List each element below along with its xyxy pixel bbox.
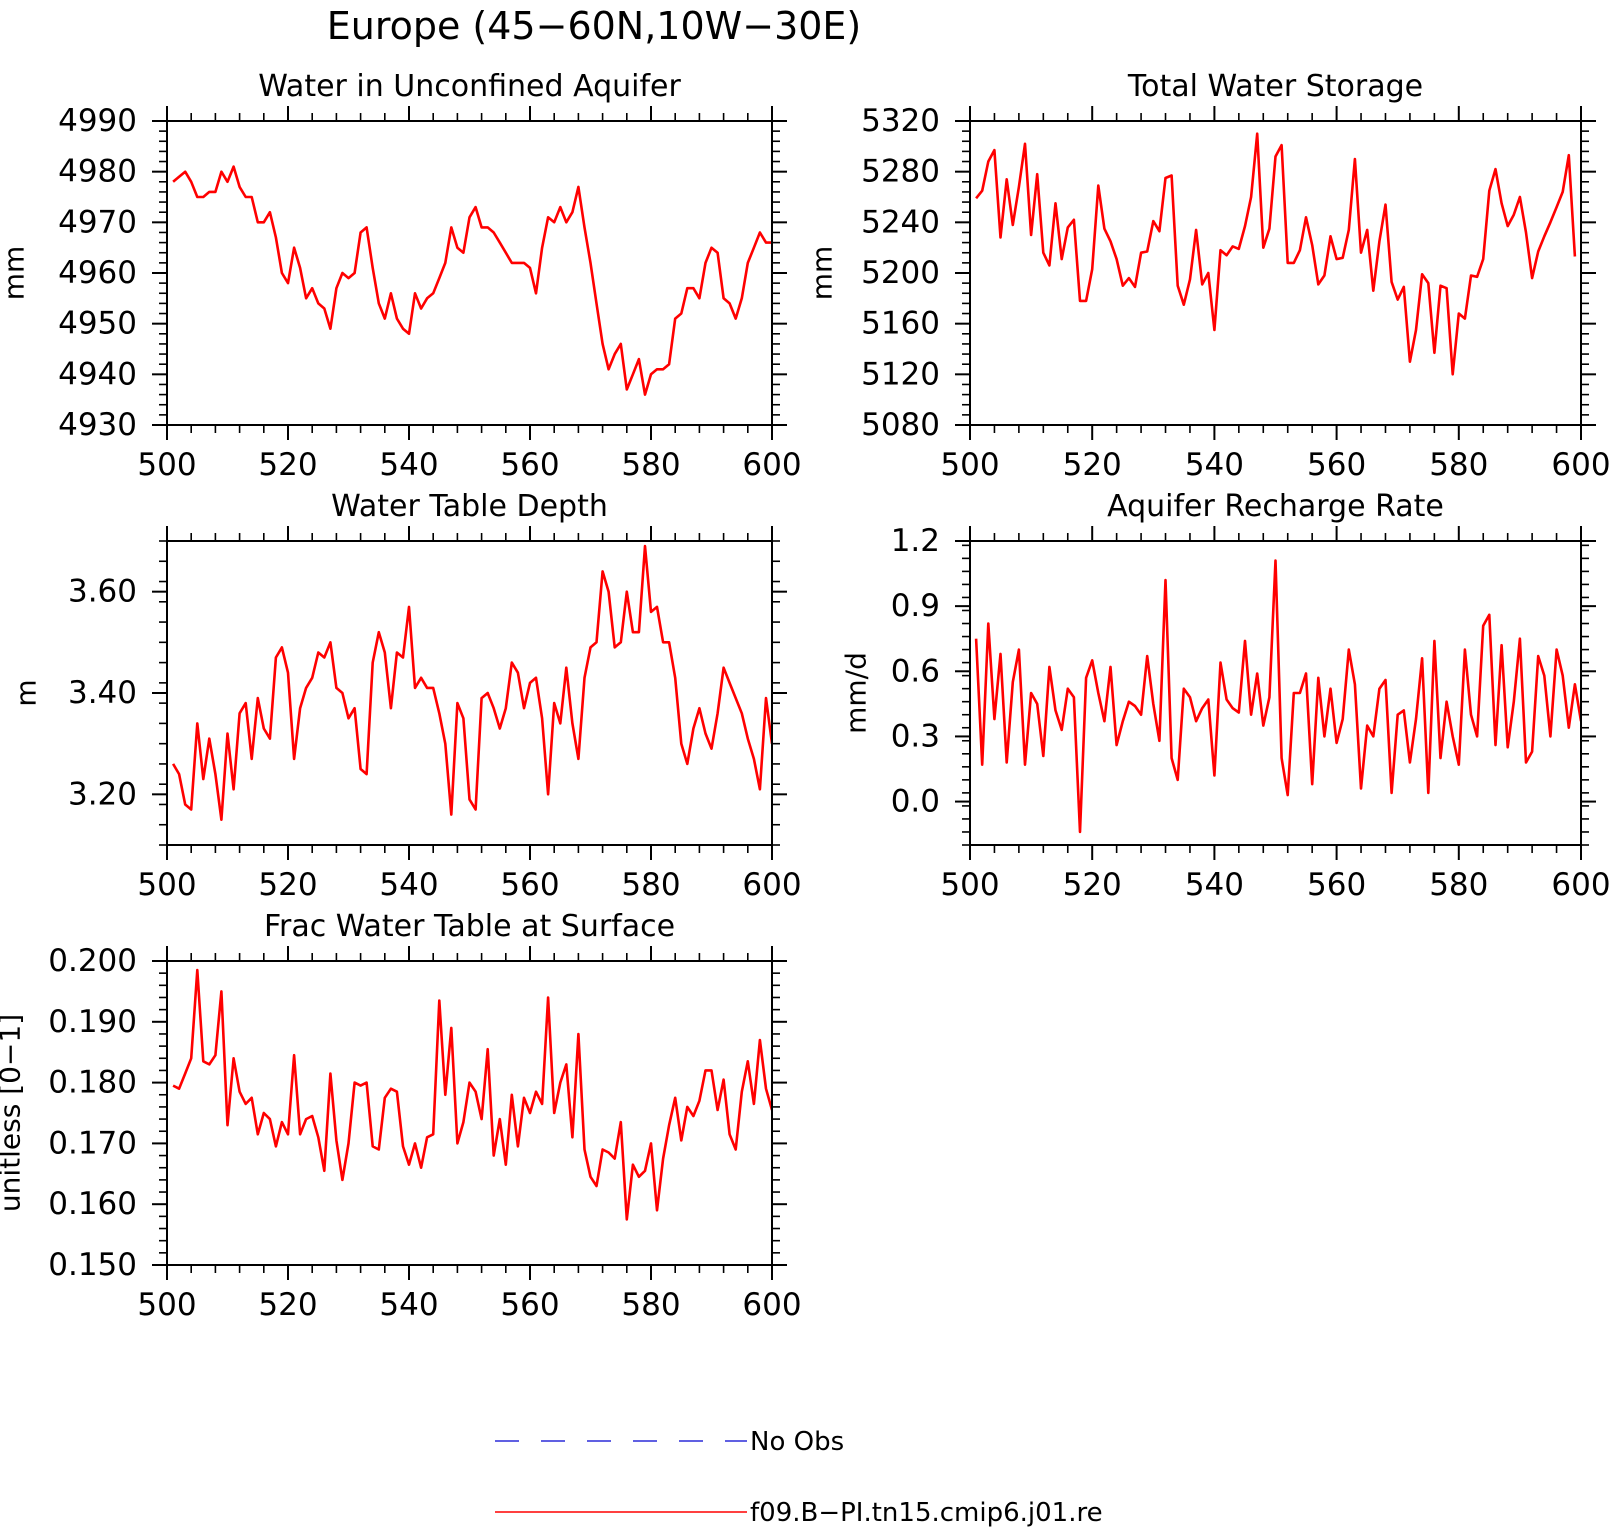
y-axis-label: mm: [806, 246, 839, 301]
x-tick-label: 540: [379, 447, 438, 483]
chart-panel-2: Total Water Storage mm 500 520 540 560 580 600 5…: [806, 69, 1611, 483]
x-tick-label: 540: [1185, 867, 1244, 903]
x-tick-label: 560: [500, 1287, 559, 1323]
y-tick-label: 0.170: [48, 1125, 137, 1161]
x-tick-label: 520: [258, 1287, 317, 1323]
x-tick-label: 600: [742, 867, 801, 903]
x-tick-label: 580: [621, 447, 680, 483]
y-tick-label: 4960: [58, 255, 137, 291]
y-tick-label: 0.180: [48, 1065, 137, 1101]
x-tick-label: 560: [1307, 447, 1366, 483]
y-tick-label: 5240: [861, 204, 940, 240]
y-tick-label: 0.190: [48, 1004, 137, 1040]
x-tick-label: 580: [1429, 447, 1488, 483]
x-tick-label: 540: [1185, 447, 1244, 483]
plot-frame: [969, 120, 1582, 426]
chart-panel-1: Water in Unconfined Aquifer mm 500 520 540 56…: [0, 69, 802, 483]
x-tick-label: 560: [500, 867, 559, 903]
y-tick-label: 0.0: [891, 784, 940, 820]
x-tick-label: 500: [137, 867, 196, 903]
x-tick-label: 560: [1307, 867, 1366, 903]
y-tick-label: 0.9: [891, 588, 940, 624]
panel-title: Aquifer Recharge Rate: [1107, 489, 1444, 524]
y-tick-label: 4970: [58, 204, 137, 240]
x-tick-label: 520: [1063, 447, 1122, 483]
y-tick-label: 3.60: [68, 574, 137, 610]
panel-title: Frac Water Table at Surface: [264, 909, 675, 944]
figure-title: Europe (45−60N,10W−30E): [327, 4, 862, 48]
x-tick-label: 520: [258, 447, 317, 483]
y-axis-label: mm/d: [840, 652, 873, 734]
x-tick-label: 580: [621, 867, 680, 903]
y-tick-label: 5120: [861, 356, 940, 392]
x-tick-label: 600: [742, 447, 801, 483]
plot-frame: [166, 540, 773, 846]
chart-panel-5: Frac Water Table at Surface unitless [0−1…: [0, 909, 802, 1323]
y-tick-label: 5160: [861, 306, 940, 342]
y-axis-label: m: [10, 679, 43, 706]
chart-panel-3: Water Table Depth m 500 520 540 560 580 600 3.20…: [10, 489, 802, 903]
panel-title: Water Table Depth: [331, 489, 608, 524]
x-tick-label: 580: [1429, 867, 1488, 903]
y-tick-label: 4940: [58, 356, 137, 392]
y-tick-label: 3.20: [68, 776, 137, 812]
y-tick-label: 5080: [861, 407, 940, 443]
y-tick-label: 1.2: [891, 523, 940, 559]
y-tick-label: 0.150: [48, 1247, 137, 1283]
y-tick-label: 4930: [58, 407, 137, 443]
y-tick-label: 4950: [58, 306, 137, 342]
x-tick-label: 520: [1063, 867, 1122, 903]
y-tick-label: 4980: [58, 154, 137, 190]
panel-title: Total Water Storage: [1127, 69, 1423, 104]
series-line: [172, 165, 772, 396]
y-tick-label: 0.160: [48, 1186, 137, 1222]
x-tick-label: 520: [258, 867, 317, 903]
y-tick-label: 5320: [861, 103, 940, 139]
series-line: [172, 968, 772, 1221]
plot-frame: [969, 540, 1582, 846]
x-tick-label: 540: [379, 867, 438, 903]
legend-label-no-obs: No Obs: [750, 1427, 844, 1457]
legend: No Obs f09.B−PI.tn15.cmip6.j01.re: [495, 1427, 1103, 1527]
plot-frame: [166, 960, 773, 1266]
x-tick-label: 540: [379, 1287, 438, 1323]
y-tick-label: 3.40: [68, 675, 137, 711]
y-tick-label: 5280: [861, 154, 940, 190]
series-line: [171, 544, 772, 822]
series-line: [975, 132, 1577, 376]
x-tick-label: 600: [742, 1287, 801, 1323]
y-tick-label: 4990: [58, 103, 137, 139]
series-line: [974, 559, 1581, 834]
y-tick-label: 0.6: [891, 653, 940, 689]
panel-title: Water in Unconfined Aquifer: [258, 69, 681, 104]
legend-label-model: f09.B−PI.tn15.cmip6.j01.re: [750, 1498, 1103, 1527]
y-tick-label: 0.200: [48, 943, 137, 979]
panels: Water in Unconfined Aquifer mm 500 520 540 56…: [0, 69, 1611, 1323]
y-axis-label: mm: [0, 246, 31, 301]
x-tick-label: 560: [500, 447, 559, 483]
y-axis-label: unitless [0−1]: [0, 1014, 27, 1212]
x-tick-label: 580: [621, 1287, 680, 1323]
x-tick-label: 600: [1551, 867, 1610, 903]
x-tick-label: 500: [940, 867, 999, 903]
plot-frame: [166, 120, 773, 426]
chart-panel-4: Aquifer Recharge Rate mm/d 500 520 540 560 580…: [840, 489, 1611, 903]
x-tick-label: 500: [940, 447, 999, 483]
y-tick-label: 0.3: [891, 718, 940, 754]
x-tick-label: 500: [137, 447, 196, 483]
x-tick-label: 500: [137, 1287, 196, 1323]
x-tick-label: 600: [1551, 447, 1610, 483]
y-tick-label: 5200: [861, 255, 940, 291]
